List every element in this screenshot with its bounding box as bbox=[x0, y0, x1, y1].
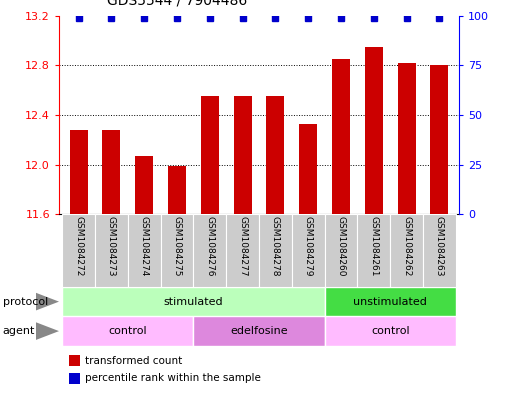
Bar bbox=[332, 59, 350, 214]
Text: GSM1084260: GSM1084260 bbox=[337, 217, 346, 277]
Bar bbox=[103, 130, 121, 214]
Bar bbox=[128, 214, 161, 287]
Text: protocol: protocol bbox=[3, 297, 48, 307]
Text: GSM1084261: GSM1084261 bbox=[369, 217, 379, 277]
Text: unstimulated: unstimulated bbox=[353, 297, 427, 307]
Text: GSM1084279: GSM1084279 bbox=[304, 217, 313, 277]
Text: edelfosine: edelfosine bbox=[230, 326, 288, 336]
Bar bbox=[430, 65, 448, 214]
Text: GSM1084262: GSM1084262 bbox=[402, 217, 411, 277]
Text: GDS5544 / 7904486: GDS5544 / 7904486 bbox=[107, 0, 247, 8]
Bar bbox=[325, 287, 456, 316]
Bar bbox=[62, 287, 325, 316]
Bar bbox=[390, 214, 423, 287]
Bar bbox=[193, 214, 226, 287]
Polygon shape bbox=[36, 293, 59, 310]
Text: GSM1084274: GSM1084274 bbox=[140, 217, 149, 277]
Bar bbox=[299, 124, 317, 214]
Text: stimulated: stimulated bbox=[164, 297, 223, 307]
Bar bbox=[266, 96, 285, 214]
Bar bbox=[201, 96, 219, 214]
Bar bbox=[62, 316, 193, 346]
Bar bbox=[168, 166, 186, 214]
Bar bbox=[135, 156, 153, 214]
Text: transformed count: transformed count bbox=[85, 356, 182, 366]
Text: percentile rank within the sample: percentile rank within the sample bbox=[85, 373, 261, 383]
Bar bbox=[95, 214, 128, 287]
Text: control: control bbox=[109, 326, 147, 336]
Bar bbox=[365, 47, 383, 214]
Bar bbox=[62, 214, 95, 287]
Bar bbox=[398, 63, 416, 214]
Bar bbox=[325, 316, 456, 346]
Text: GSM1084277: GSM1084277 bbox=[238, 217, 247, 277]
Text: GSM1084278: GSM1084278 bbox=[271, 217, 280, 277]
Text: control: control bbox=[371, 326, 409, 336]
Bar bbox=[325, 214, 358, 287]
Polygon shape bbox=[36, 322, 59, 340]
Bar bbox=[193, 316, 325, 346]
Bar bbox=[423, 214, 456, 287]
Text: GSM1084275: GSM1084275 bbox=[172, 217, 182, 277]
Bar bbox=[233, 96, 252, 214]
Bar bbox=[70, 130, 88, 214]
Text: GSM1084263: GSM1084263 bbox=[435, 217, 444, 277]
Text: GSM1084272: GSM1084272 bbox=[74, 217, 83, 277]
Bar bbox=[358, 214, 390, 287]
Text: GSM1084273: GSM1084273 bbox=[107, 217, 116, 277]
Bar bbox=[161, 214, 193, 287]
Bar bbox=[259, 214, 292, 287]
Text: GSM1084276: GSM1084276 bbox=[205, 217, 214, 277]
Bar bbox=[292, 214, 325, 287]
Bar bbox=[226, 214, 259, 287]
Text: agent: agent bbox=[3, 326, 35, 336]
